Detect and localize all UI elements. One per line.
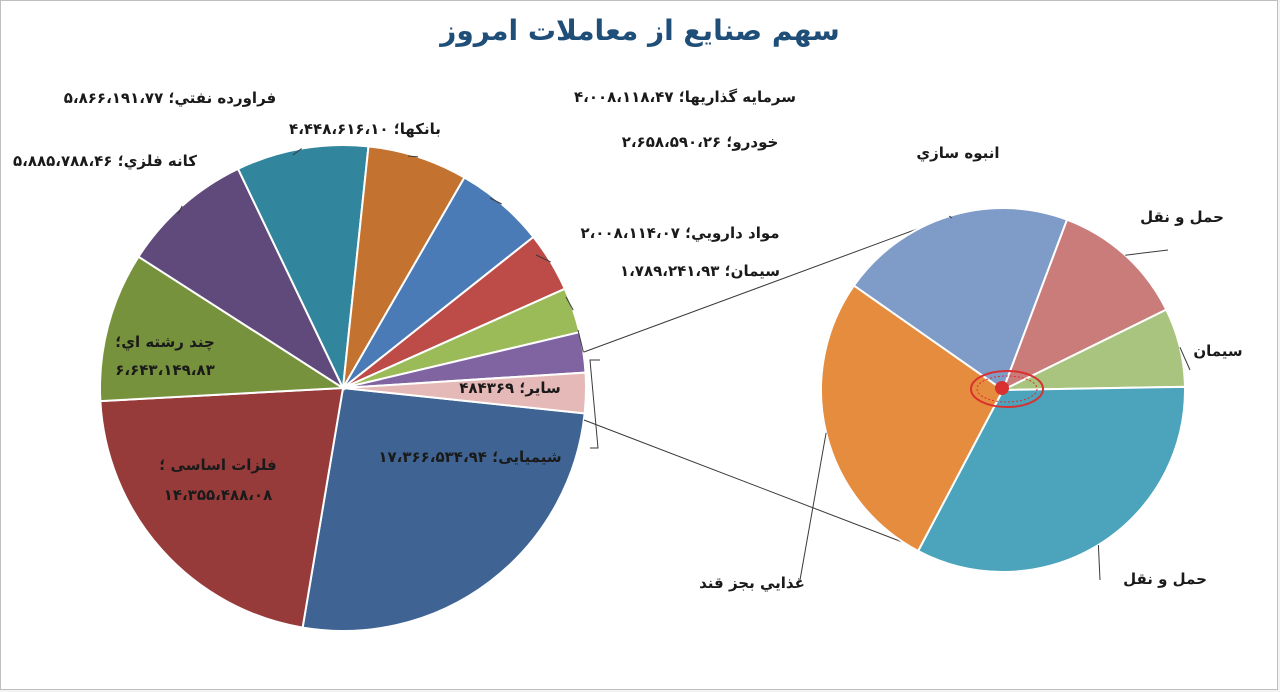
main-pie-slice-label: شیمیایی؛ ۱۷،۳۶۶،۵۳۴،۹۴ [378,448,561,466]
main-pie-leader-line [535,254,551,263]
breakdown-pie-slice-label: حمل و نقل [1140,208,1224,226]
breakdown-pie-leader-line [1097,544,1101,581]
breakdown-pie-slice-label: انبوه سازي [916,144,999,163]
main-pie-leader-line [407,155,419,158]
main-pie-slice-label: سیمان؛ ۱،۷۸۹،۲۴۱،۹۳ [620,262,780,280]
breakdown-pie-labels: انبوه سازي حمل و نقل سیمان حمل و نقل غذايي ب… [699,144,1243,592]
breakdown-pie [820,207,1186,573]
breakdown-pie-leader-line [799,432,827,581]
breakdown-pie-slice [820,284,1005,553]
main-pie-slice-label: خودرو؛ ۲،۶۵۸،۵۹۰،۲۶ [622,133,779,151]
breakdown-pie-slice [1001,218,1168,393]
main-pie-slice-label: فراورده نفتي؛ ۵،۸۶۶،۱۹۱،۷۷ [64,89,276,107]
main-pie-leader-line [489,197,502,205]
main-pie-leader-line [292,148,302,156]
logo-watermark [970,370,1044,408]
breakdown-pie-slice-label: حمل و نقل [1123,570,1207,588]
main-pie-leader-line [565,296,574,311]
breakdown-pie-leader-line [948,215,953,219]
main-pie-slice-label: چند رشته اي؛ ۶،۶۴۳،۱۴۹،۸۳ [115,333,215,379]
connector-line [583,224,929,353]
main-pie [98,144,587,632]
main-pie-slice-label: فلزات اساسی ؛ ۱۴،۳۵۵،۴۸۸،۰۸ [159,456,276,504]
main-pie-leader-line [577,329,584,353]
main-pie-slice [301,386,586,632]
breakdown-connector-lines [583,224,929,546]
main-pie-slice-label: سرمایه گذاريها؛ ۴،۰۰۸،۱۱۸،۴۷ [574,88,796,106]
main-pie-slice [99,386,345,629]
breakdown-pie-slice-label: سیمان [1193,342,1242,360]
main-pie-leader-line [177,205,183,215]
main-pie-slice-label: ساير؛ ۴۸۴۳۶۹ [459,379,561,397]
main-pie-labels: شیمیایی؛ ۱۷،۳۶۶،۵۳۴،۹۴ فلزات اساسی ؛ ۱۴،۳۵… [13,88,796,504]
main-pie-slice-label: کانه فلزي؛ ۵،۸۸۵،۷۸۸،۴۶ [13,152,197,171]
breakdown-pie-leader-line [1125,249,1169,256]
chart-title: سهم صنایع از معاملات امروز [440,14,840,47]
main-pie-slice-label: مواد دارويي؛ ۲،۰۰۸،۱۱۴،۰۷ [580,224,779,242]
connector-bracket [589,359,600,449]
connector-line [583,419,911,546]
breakdown-pie-slice-label: غذايي بجز قند [699,574,805,592]
main-pie-slice [98,255,347,403]
breakdown-pie-leader-line [1179,346,1191,371]
main-pie-slice-label: بانکها؛ ۴،۴۴۸،۶۱۶،۱۰ [289,120,441,138]
main-pie-slice [342,371,587,415]
